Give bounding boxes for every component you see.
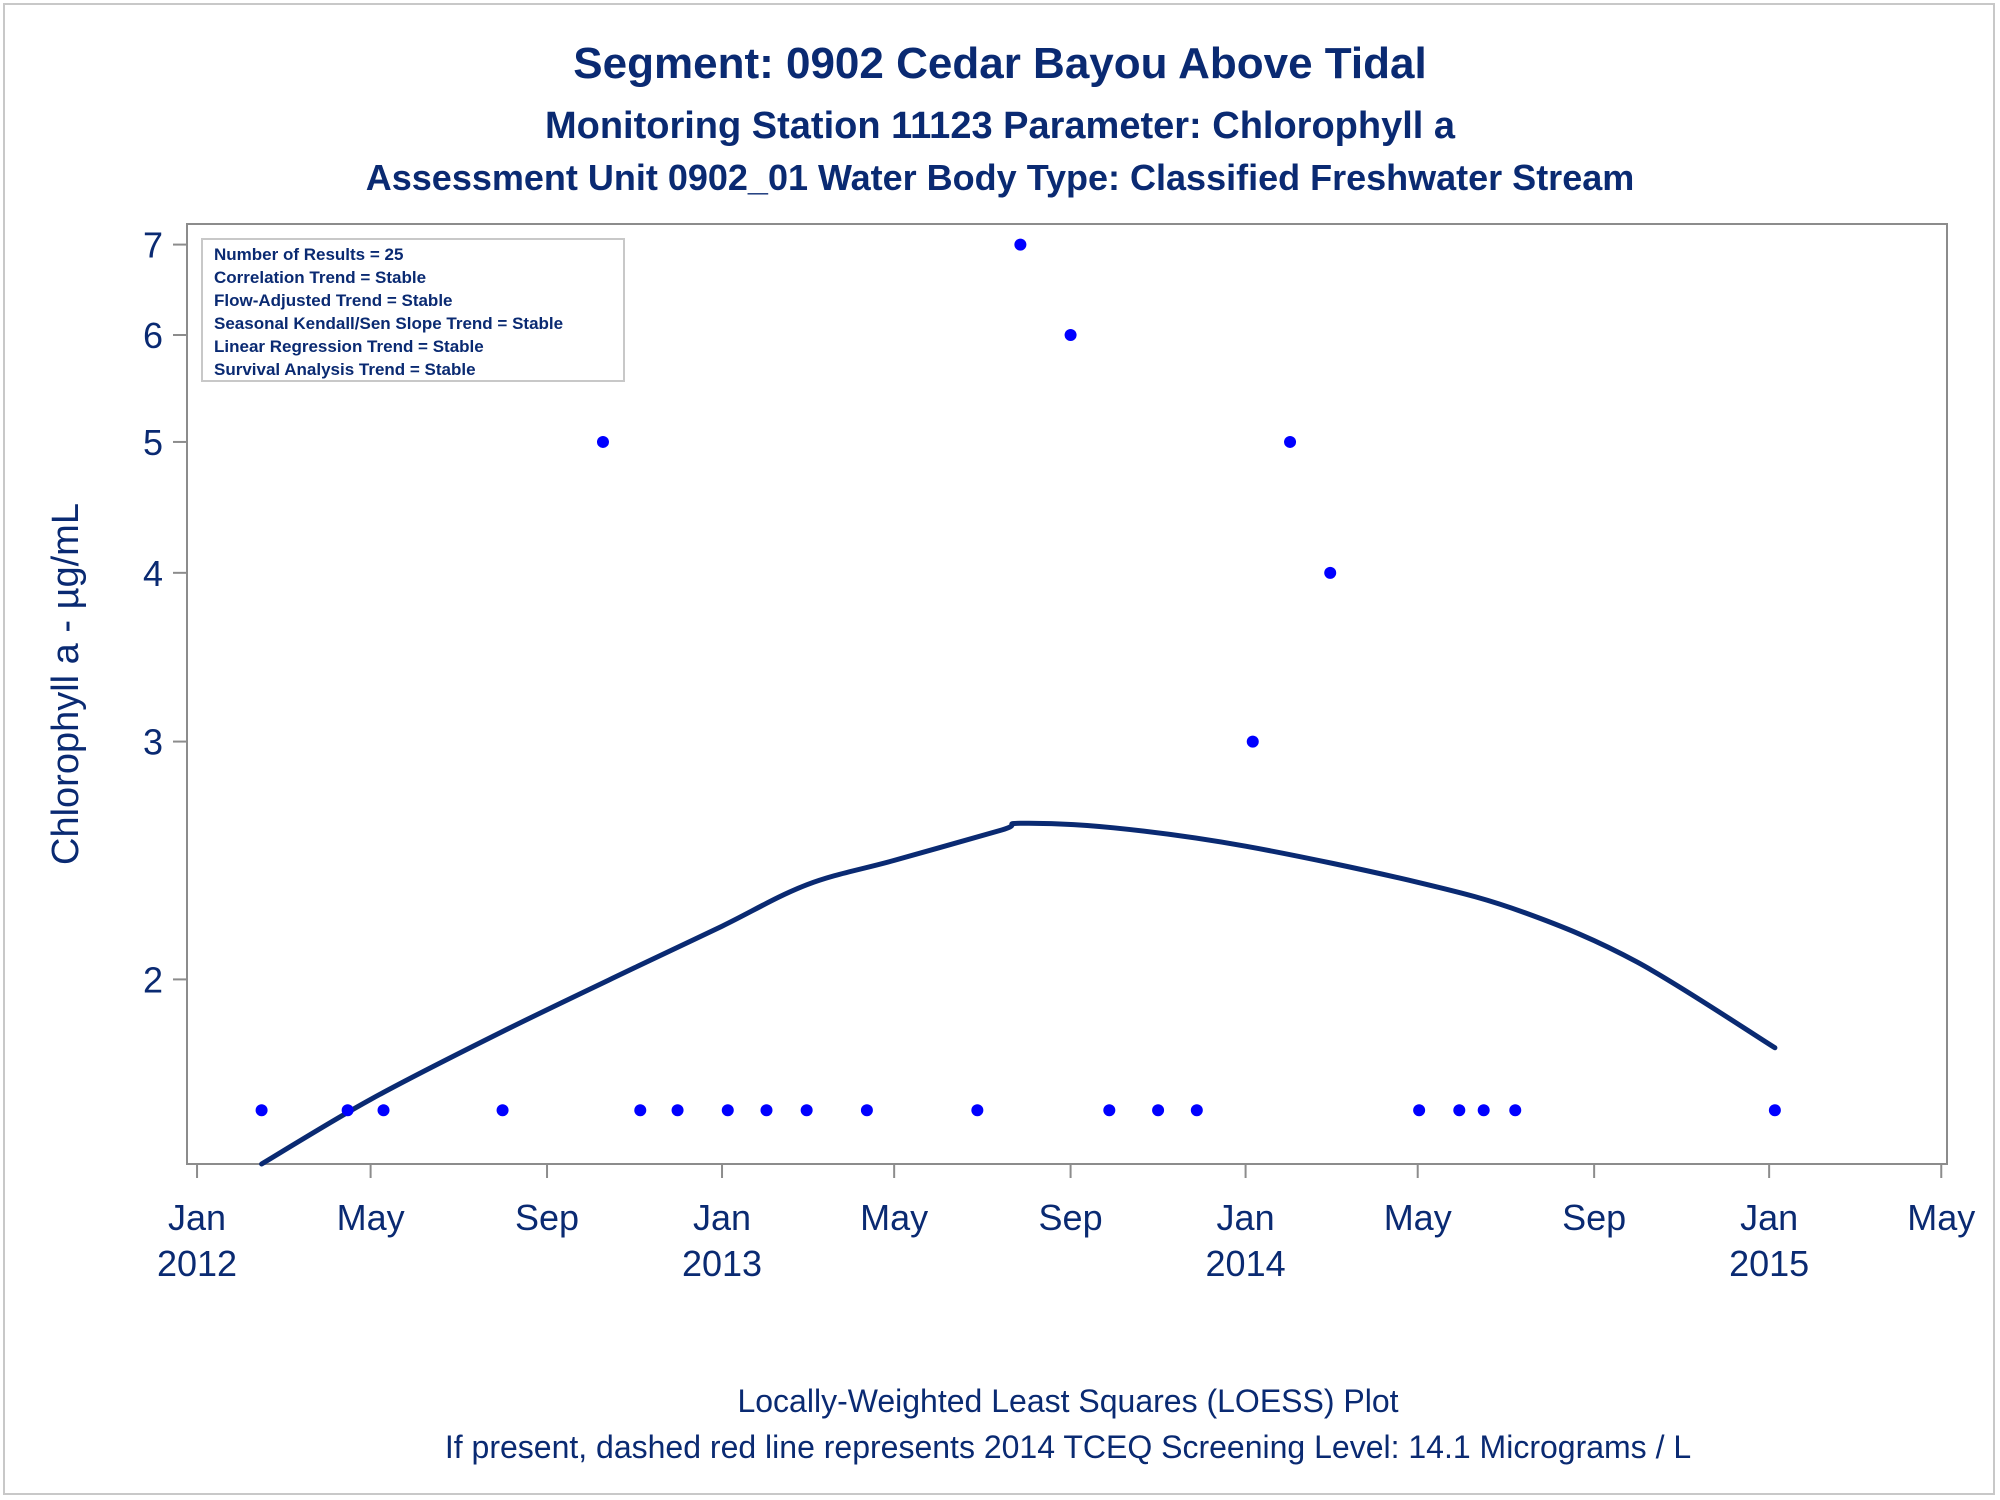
data-point (721, 1104, 734, 1117)
stat-line: Linear Regression Trend = Stable (214, 337, 484, 356)
data-point (1284, 435, 1297, 448)
chart-subtitle-2: Assessment Unit 0902_01 Water Body Type:… (366, 157, 1635, 198)
stat-line: Survival Analysis Trend = Stable (214, 360, 476, 379)
chart-subtitle: Monitoring Station 11123 Parameter: Chlo… (545, 105, 1456, 147)
data-point (1103, 1104, 1116, 1117)
loess-line (259, 820, 1778, 1167)
x-tick-label: May (860, 1197, 928, 1238)
footnote-2: If present, dashed red line represents 2… (445, 1429, 1691, 1465)
x-tick-year-label: 2012 (157, 1243, 237, 1284)
y-tick-label: 4 (143, 553, 163, 594)
stat-line: Seasonal Kendall/Sen Slope Trend = Stabl… (214, 314, 563, 333)
stats-box-border (201, 238, 625, 382)
points-layer (255, 238, 1781, 1117)
loess-layer (259, 820, 1778, 1167)
x-tick-label: Jan (168, 1197, 226, 1238)
x-tick-label: May (337, 1197, 405, 1238)
x-tick-label: Jan (1217, 1197, 1275, 1238)
data-point (971, 1104, 984, 1117)
data-point (1768, 1104, 1781, 1117)
x-tick-year-label: 2013 (682, 1243, 762, 1284)
footnote-1: Locally-Weighted Least Squares (LOESS) P… (737, 1383, 1398, 1419)
x-tick-label: May (1384, 1197, 1452, 1238)
data-point (1190, 1104, 1203, 1117)
data-point (1246, 735, 1259, 748)
y-axis: 2 3 4 5 6 7 (143, 225, 187, 1000)
data-point (596, 435, 609, 448)
data-point (1477, 1104, 1490, 1117)
data-point (671, 1104, 684, 1117)
x-tick-label: May (1907, 1197, 1975, 1238)
y-axis-label: Chlorophyll a - µg/mL (45, 503, 87, 865)
data-point (800, 1104, 813, 1117)
data-point (1324, 566, 1337, 579)
data-point (496, 1104, 509, 1117)
data-point (377, 1104, 390, 1117)
data-point (1064, 329, 1077, 342)
y-tick-label: 5 (143, 422, 163, 463)
x-tick-label: Jan (693, 1197, 751, 1238)
data-point (760, 1104, 773, 1117)
x-tick-label: Sep (1562, 1197, 1626, 1238)
x-axis: Jan 2012 May Sep Jan 2013 May Sep Jan 2014 May Sep J… (157, 1163, 1975, 1284)
x-tick-label: Sep (1039, 1197, 1103, 1238)
x-tick-year-label: 2015 (1729, 1243, 1809, 1284)
data-point (255, 1104, 268, 1117)
x-tick-label: Jan (1740, 1197, 1798, 1238)
data-point (341, 1104, 354, 1117)
stat-line: Flow-Adjusted Trend = Stable (214, 291, 453, 310)
data-point (860, 1104, 873, 1117)
y-tick-label: 7 (143, 225, 163, 266)
chart-title: Segment: 0902 Cedar Bayou Above Tidal (573, 39, 1426, 88)
data-point (1509, 1104, 1522, 1117)
stat-line: Number of Results = 25 (214, 245, 403, 264)
data-point (1413, 1104, 1426, 1117)
x-tick-year-label: 2014 (1206, 1243, 1286, 1284)
y-tick-label: 6 (143, 315, 163, 356)
data-point (1453, 1104, 1466, 1117)
x-tick-label: Sep (515, 1197, 579, 1238)
data-point (634, 1104, 647, 1117)
image-frame (3, 3, 1995, 1495)
y-tick-label: 3 (143, 722, 163, 763)
stats-box: Number of Results = 25 Correlation Trend… (201, 238, 625, 382)
stat-line: Correlation Trend = Stable (214, 268, 426, 287)
y-tick-label: 2 (143, 959, 163, 1000)
data-point (1152, 1104, 1165, 1117)
data-point (1014, 238, 1027, 251)
